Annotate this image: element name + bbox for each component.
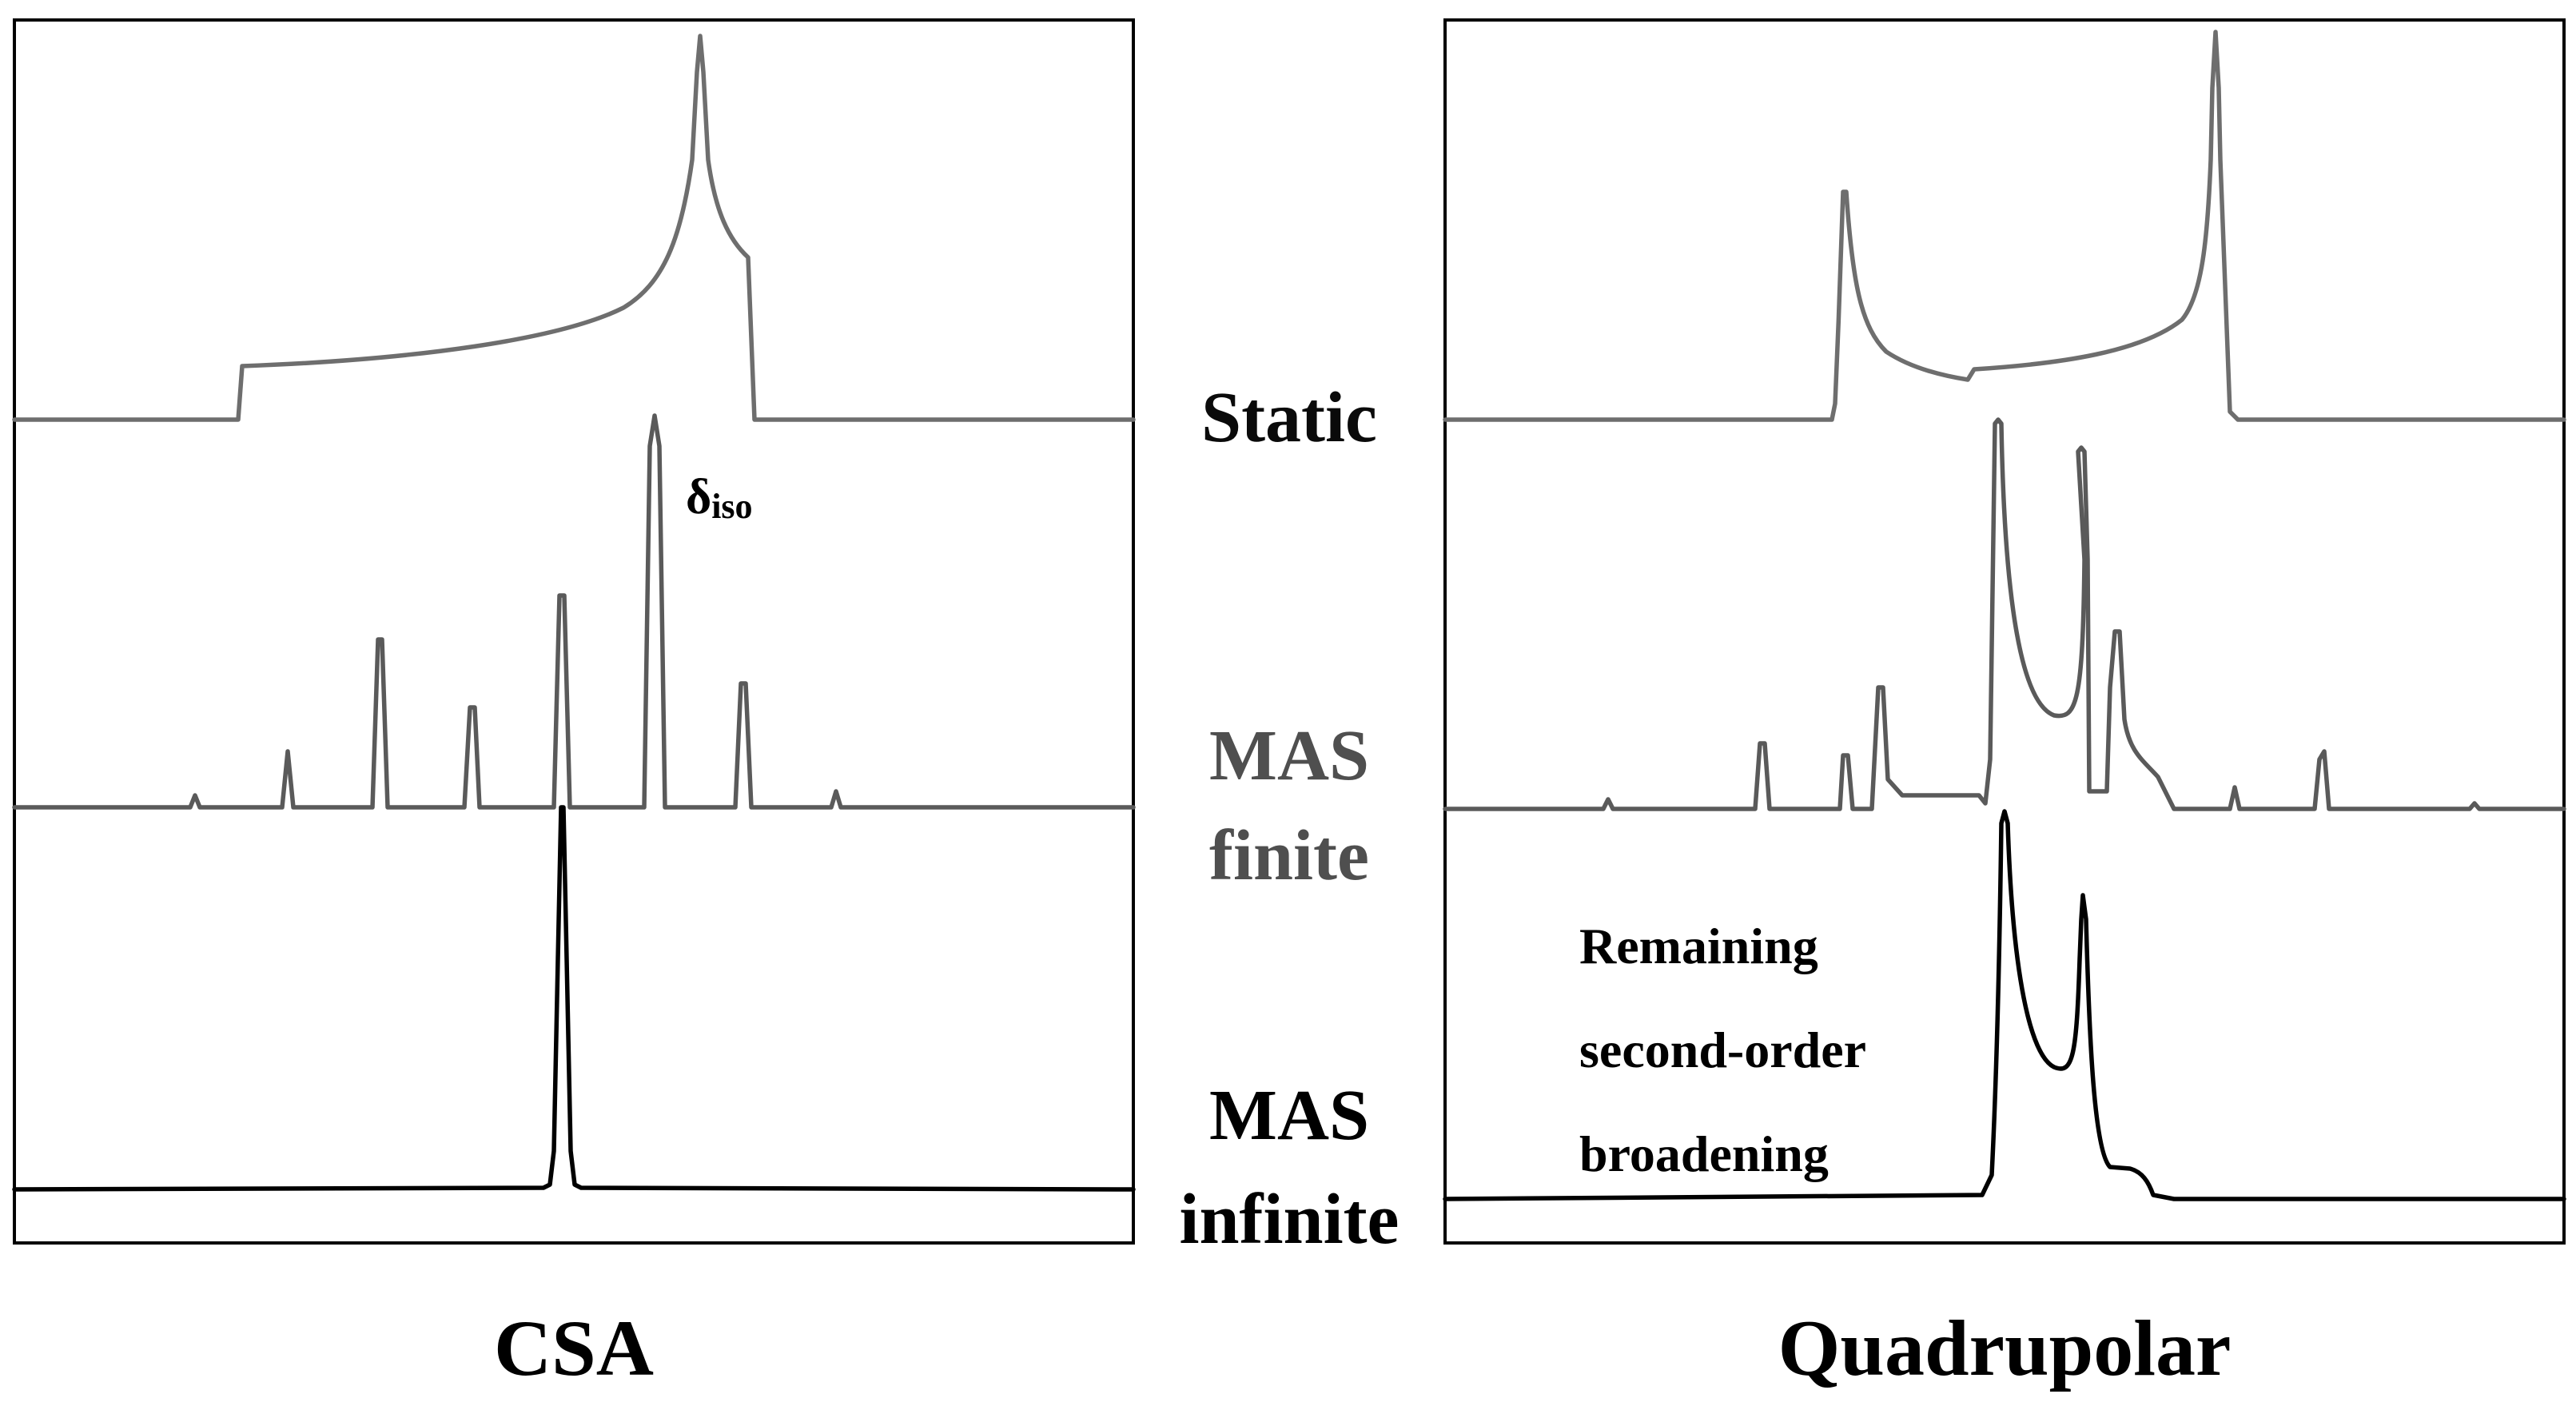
broadening-annotation-line-1: Remaining bbox=[1579, 918, 1818, 974]
csa-mas-infinite-trace bbox=[12, 805, 1136, 1192]
quadrupolar-static-trace bbox=[1443, 30, 2566, 422]
mas-infinite-label-line-1: MAS bbox=[1209, 1076, 1369, 1155]
csa-mas-finite-trace bbox=[12, 413, 1136, 810]
quadrupolar-panel-frame bbox=[1443, 18, 2566, 1245]
static-label: Static bbox=[1201, 378, 1377, 457]
mas-finite-label-line-2: finite bbox=[1209, 816, 1369, 895]
quadrupolar-mas-infinite-trace bbox=[1443, 809, 2566, 1201]
csa-panel-title: CSA bbox=[494, 1304, 654, 1392]
broadening-annotation-line-3: broadening bbox=[1579, 1125, 1829, 1182]
iso-subscript: iso bbox=[711, 487, 752, 526]
csa-panel-frame bbox=[13, 18, 1135, 1245]
quadrupolar-panel-title: Quadrupolar bbox=[1778, 1304, 2232, 1392]
csa-static-trace bbox=[12, 34, 1136, 422]
delta-symbol: δ bbox=[686, 470, 711, 524]
mas-finite-label-line-1: MAS bbox=[1209, 716, 1369, 795]
mas-infinite-label-line-2: infinite bbox=[1179, 1180, 1399, 1259]
broadening-annotation-line-2: second-order bbox=[1579, 1022, 1866, 1078]
delta-iso-label: δiso bbox=[686, 470, 753, 526]
quadrupolar-mas-finite-trace bbox=[1443, 417, 2566, 811]
